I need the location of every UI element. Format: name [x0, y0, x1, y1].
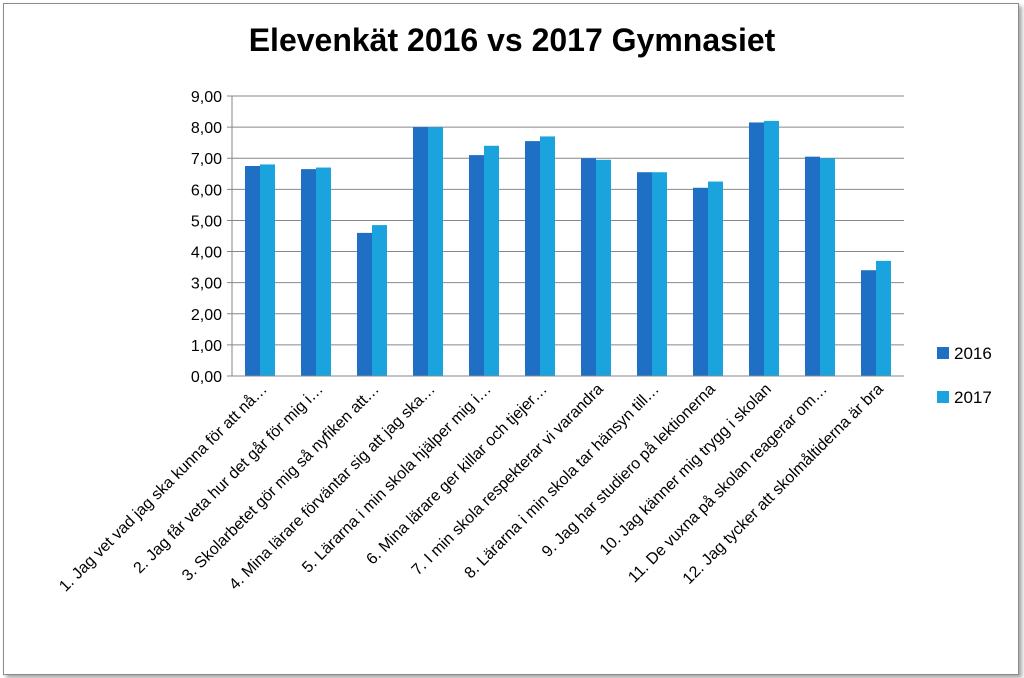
bar-2016-11 — [805, 156, 820, 376]
legend-swatch-2016 — [937, 347, 949, 359]
bar-2017-11 — [820, 158, 835, 376]
legend-label-2017: 2017 — [954, 388, 992, 407]
x-tick-label: 4. Mina lärare förväntar sig att jag ska… — [226, 381, 439, 594]
chart-title: Elevenkät 2016 vs 2017 Gymnasiet — [248, 22, 776, 58]
bar-2016-3 — [357, 232, 372, 376]
bar-2016-9 — [693, 187, 708, 376]
bar-2017-1 — [260, 164, 275, 376]
bar-2016-5 — [469, 155, 484, 376]
y-tick-label: 7,00 — [191, 151, 222, 168]
bar-2017-3 — [372, 225, 387, 376]
legend: 2016 2017 — [937, 344, 992, 407]
legend-label-2016: 2016 — [954, 344, 992, 363]
bar-2017-9 — [708, 181, 723, 376]
y-tick-label: 0,00 — [191, 369, 222, 386]
bars — [245, 120, 891, 376]
y-tick-label: 4,00 — [191, 245, 222, 262]
bar-2017-4 — [428, 127, 443, 376]
bar-2016-4 — [413, 127, 428, 376]
y-tick-label: 5,00 — [191, 213, 222, 230]
y-tick-label: 6,00 — [191, 182, 222, 199]
bar-2016-2 — [301, 169, 316, 376]
x-tick-label: 11. De vuxna på skolan reagerar om… — [625, 380, 831, 586]
bar-2017-7 — [596, 159, 611, 376]
y-tick-label: 9,00 — [191, 89, 222, 106]
y-tick-label: 3,00 — [191, 276, 222, 293]
chart-frame — [3, 3, 1019, 675]
bar-2016-6 — [525, 141, 540, 376]
bar-2017-10 — [764, 120, 779, 376]
y-tick-label: 8,00 — [191, 120, 222, 137]
bar-2016-1 — [245, 166, 260, 376]
bar-2016-7 — [581, 158, 596, 376]
bar-2017-6 — [540, 136, 555, 376]
bar-2017-12 — [876, 260, 891, 376]
x-tick-label: 12. Jag tycker att skolmåltiderna är bra — [679, 380, 887, 588]
bar-2016-8 — [637, 172, 652, 376]
x-tick-label: 1. Jag vet vad jag ska kunna för att nå… — [56, 380, 271, 595]
x-tick-label: 3. Skolarbetet gör mig så nyfiken att… — [178, 380, 383, 585]
gridlines — [227, 95, 904, 377]
x-tick-label: 2. Jag får veta hur det går för mig i… — [130, 380, 327, 577]
bar-2016-10 — [749, 122, 764, 376]
y-tick-label: 1,00 — [191, 338, 222, 355]
x-axis: 1. Jag vet vad jag ska kunna för att nå…… — [56, 375, 904, 595]
y-axis: 0,00 1,00 2,00 3,00 4,00 5,00 6,00 7,00 8,00 9,00 — [191, 89, 233, 386]
bar-2016-12 — [861, 270, 876, 376]
bar-2017-5 — [484, 145, 499, 376]
y-tick-label: 2,00 — [191, 307, 222, 324]
bar-2017-8 — [652, 172, 667, 376]
x-tick-label: 8. Lärarna i min skola tar hänsyn till… — [462, 381, 663, 582]
legend-swatch-2017 — [937, 391, 949, 403]
bar-2017-2 — [316, 167, 331, 376]
